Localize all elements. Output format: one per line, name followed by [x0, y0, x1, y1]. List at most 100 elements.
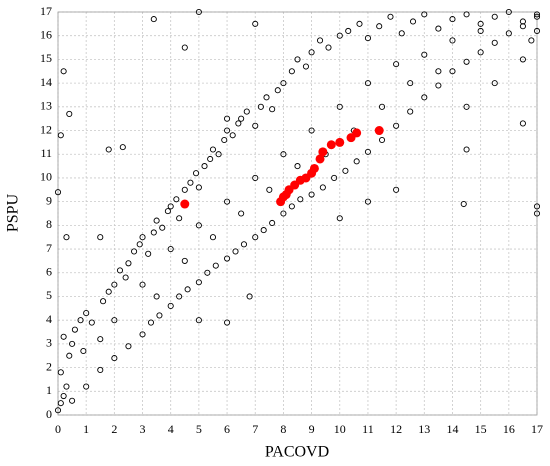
y-axis-label: PSPU: [5, 193, 22, 232]
point: [336, 215, 343, 222]
point: [288, 68, 295, 75]
y-tick-label: 11: [40, 146, 52, 160]
point: [111, 281, 118, 288]
point: [159, 224, 166, 231]
point: [533, 27, 541, 35]
point: [150, 229, 157, 236]
point: [229, 132, 236, 139]
point: [57, 369, 64, 376]
point: [195, 317, 202, 324]
point: [491, 39, 498, 46]
point: [352, 128, 362, 138]
point: [224, 115, 231, 122]
point: [167, 302, 174, 310]
point: [57, 400, 64, 407]
point: [136, 241, 143, 248]
point: [145, 250, 152, 257]
point: [331, 174, 338, 181]
point: [60, 68, 67, 75]
point: [215, 151, 222, 158]
point: [184, 286, 191, 293]
x-tick-label: 6: [224, 422, 230, 436]
point: [246, 293, 253, 300]
point: [139, 331, 146, 338]
point: [63, 234, 70, 241]
point: [122, 274, 129, 281]
x-tick-label: 1: [83, 422, 89, 436]
point: [407, 80, 414, 87]
point: [315, 154, 325, 164]
point: [54, 189, 62, 196]
point: [326, 140, 336, 150]
x-tick-label: 17: [531, 422, 543, 436]
point: [302, 63, 310, 70]
point: [181, 257, 188, 264]
point: [207, 155, 214, 163]
point: [204, 269, 211, 276]
point: [150, 16, 157, 23]
point: [533, 210, 541, 217]
point: [153, 293, 160, 300]
point: [297, 196, 304, 203]
x-tick-label: 15: [475, 422, 487, 436]
x-tick-label: 0: [55, 422, 61, 436]
point: [232, 248, 239, 255]
point: [238, 210, 245, 217]
x-tick-label: 16: [503, 422, 515, 436]
point: [125, 343, 132, 350]
point: [69, 397, 76, 404]
point: [221, 136, 228, 144]
point: [156, 312, 163, 319]
x-tick-label: 2: [111, 422, 117, 436]
point: [376, 23, 383, 30]
point: [342, 167, 349, 174]
point: [100, 298, 107, 305]
point: [463, 11, 470, 18]
point: [308, 127, 315, 134]
point: [393, 61, 400, 68]
point: [364, 35, 371, 42]
point: [212, 262, 219, 269]
y-tick-label: 15: [40, 51, 52, 65]
point: [63, 383, 70, 390]
point: [77, 317, 84, 324]
point: [477, 27, 484, 35]
point: [336, 32, 343, 39]
point: [435, 25, 442, 32]
point: [398, 30, 405, 37]
y-tick-label: 5: [46, 288, 52, 302]
point: [308, 49, 315, 56]
point: [224, 319, 231, 326]
point: [97, 234, 104, 241]
point: [80, 347, 87, 355]
point: [463, 103, 470, 110]
y-tick-label: 0: [46, 407, 52, 421]
point: [316, 37, 324, 44]
point: [139, 234, 146, 241]
point: [345, 27, 352, 35]
point: [519, 56, 526, 63]
point: [224, 127, 231, 134]
point: [463, 146, 470, 153]
point: [105, 146, 112, 153]
point: [116, 267, 124, 274]
x-tick-label: 3: [140, 422, 146, 436]
point: [421, 11, 428, 18]
y-tick-label: 10: [40, 170, 52, 184]
point: [263, 94, 270, 101]
y-tick-label: 7: [46, 241, 52, 255]
point: [463, 58, 470, 65]
point: [181, 44, 188, 51]
point: [252, 20, 259, 27]
point: [393, 122, 400, 129]
point: [519, 18, 526, 25]
point: [294, 56, 301, 63]
point: [528, 37, 535, 44]
point: [167, 246, 174, 253]
point: [288, 203, 295, 210]
point: [125, 260, 132, 267]
point: [421, 94, 428, 101]
point: [477, 20, 484, 27]
y-tick-label: 6: [46, 265, 52, 279]
point: [240, 241, 248, 248]
